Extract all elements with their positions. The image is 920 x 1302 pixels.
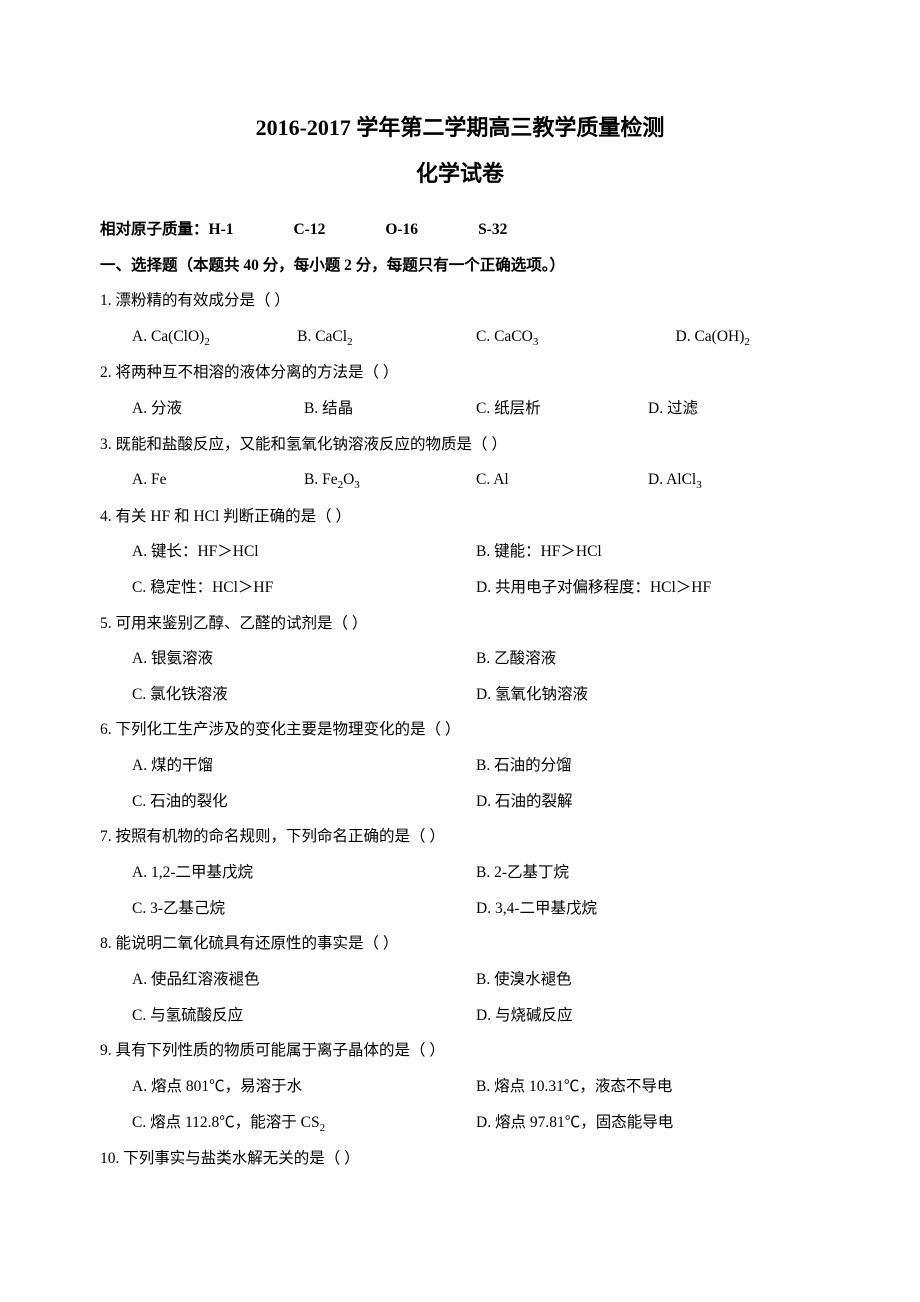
atomic-mass-item: O-16: [385, 212, 418, 248]
option: D. 3,4-二甲基戊烷: [476, 891, 820, 927]
option: A. 使品红溶液褪色: [132, 962, 476, 998]
question-options: A. 煤的干馏B. 石油的分馏C. 石油的裂化D. 石油的裂解: [100, 748, 820, 819]
option: D. 熔点 97.81℃，固态能导电: [476, 1105, 820, 1141]
section-heading: 一、选择题（本题共 40 分，每小题 2 分，每题只有一个正确选项。）: [100, 248, 820, 284]
option: C. Al: [476, 462, 648, 498]
option: C. 熔点 112.8℃，能溶于 CS2: [132, 1105, 476, 1141]
question-stem: 5. 可用来鉴别乙醇、乙醛的试剂是（ ）: [100, 606, 820, 642]
question-stem: 6. 下列化工生产涉及的变化主要是物理变化的是（ ）: [100, 712, 820, 748]
option: A. 煤的干馏: [132, 748, 476, 784]
question-stem: 4. 有关 HF 和 HCl 判断正确的是（ ）: [100, 499, 820, 535]
option: D. AlCl3: [648, 462, 820, 498]
atomic-mass-item: C-12: [293, 212, 325, 248]
option: C. 与氢硫酸反应: [132, 998, 476, 1034]
option: D. 石油的裂解: [476, 784, 820, 820]
option: B. 乙酸溶液: [476, 641, 820, 677]
option: D. 与烧碱反应: [476, 998, 820, 1034]
question-options: A. Ca(ClO)2B. CaCl2C. CaCO3D. Ca(OH)2: [100, 319, 820, 355]
option: B. 结晶: [304, 391, 476, 427]
page: 2016-2017 学年第二学期高三教学质量检测 化学试卷 相对原子质量：H-1…: [0, 0, 920, 1302]
atomic-mass-label: 相对原子质量：H-1: [100, 212, 233, 248]
question-stem: 10. 下列事实与盐类水解无关的是（ ）: [100, 1141, 820, 1177]
question-options: A. 使品红溶液褪色B. 使溴水褪色C. 与氢硫酸反应D. 与烧碱反应: [100, 962, 820, 1033]
option: B. CaCl2: [297, 319, 476, 355]
option: C. 石油的裂化: [132, 784, 476, 820]
option: B. 石油的分馏: [476, 748, 820, 784]
option: C. 稳定性：HCl＞HF: [132, 570, 476, 606]
exam-title: 2016-2017 学年第二学期高三教学质量检测: [100, 110, 820, 142]
question-stem: 3. 既能和盐酸反应，又能和氢氧化钠溶液反应的物质是（ ）: [100, 427, 820, 463]
option: A. 熔点 801℃，易溶于水: [132, 1069, 476, 1105]
question-stem: 8. 能说明二氧化硫具有还原性的事实是（ ）: [100, 926, 820, 962]
option: A. 分液: [132, 391, 304, 427]
question-options: A. 分液B. 结晶C. 纸层析D. 过滤: [100, 391, 820, 427]
option: A. Fe: [132, 462, 304, 498]
question-stem: 9. 具有下列性质的物质可能属于离子晶体的是（ ）: [100, 1033, 820, 1069]
question-options: A. 银氨溶液B. 乙酸溶液C. 氯化铁溶液D. 氢氧化钠溶液: [100, 641, 820, 712]
option: B. 键能：HF＞HCl: [476, 534, 820, 570]
option: C. 3-乙基己烷: [132, 891, 476, 927]
question-stem: 7. 按照有机物的命名规则，下列命名正确的是（ ）: [100, 819, 820, 855]
question-options: A. 熔点 801℃，易溶于水B. 熔点 10.31℃，液态不导电C. 熔点 1…: [100, 1069, 820, 1141]
option: B. Fe2O3: [304, 462, 476, 498]
option: D. Ca(OH)2: [676, 319, 820, 355]
exam-subtitle: 化学试卷: [100, 156, 820, 188]
option: A. 键长：HF＞HCl: [132, 534, 476, 570]
option: B. 2-乙基丁烷: [476, 855, 820, 891]
option: C. 氯化铁溶液: [132, 677, 476, 713]
question-stem: 2. 将两种互不相溶的液体分离的方法是（ ）: [100, 355, 820, 391]
option: D. 共用电子对偏移程度：HCl＞HF: [476, 570, 820, 606]
question-stem: 1. 漂粉精的有效成分是（ ）: [100, 283, 820, 319]
option: D. 过滤: [648, 391, 820, 427]
questions-container: 1. 漂粉精的有效成分是（ ）A. Ca(ClO)2B. CaCl2C. CaC…: [100, 283, 820, 1176]
option: D. 氢氧化钠溶液: [476, 677, 820, 713]
option: B. 使溴水褪色: [476, 962, 820, 998]
option: C. 纸层析: [476, 391, 648, 427]
option: A. 银氨溶液: [132, 641, 476, 677]
option: C. CaCO3: [476, 319, 676, 355]
question-options: A. FeB. Fe2O3C. AlD. AlCl3: [100, 462, 820, 498]
question-options: A. 1,2-二甲基戊烷B. 2-乙基丁烷C. 3-乙基己烷D. 3,4-二甲基…: [100, 855, 820, 926]
atomic-mass-item: S-32: [478, 212, 507, 248]
option: A. Ca(ClO)2: [132, 319, 297, 355]
option: A. 1,2-二甲基戊烷: [132, 855, 476, 891]
option: B. 熔点 10.31℃，液态不导电: [476, 1069, 820, 1105]
atomic-mass-line: 相对原子质量：H-1 C-12 O-16 S-32: [100, 212, 820, 248]
question-options: A. 键长：HF＞HClB. 键能：HF＞HClC. 稳定性：HCl＞HFD. …: [100, 534, 820, 605]
